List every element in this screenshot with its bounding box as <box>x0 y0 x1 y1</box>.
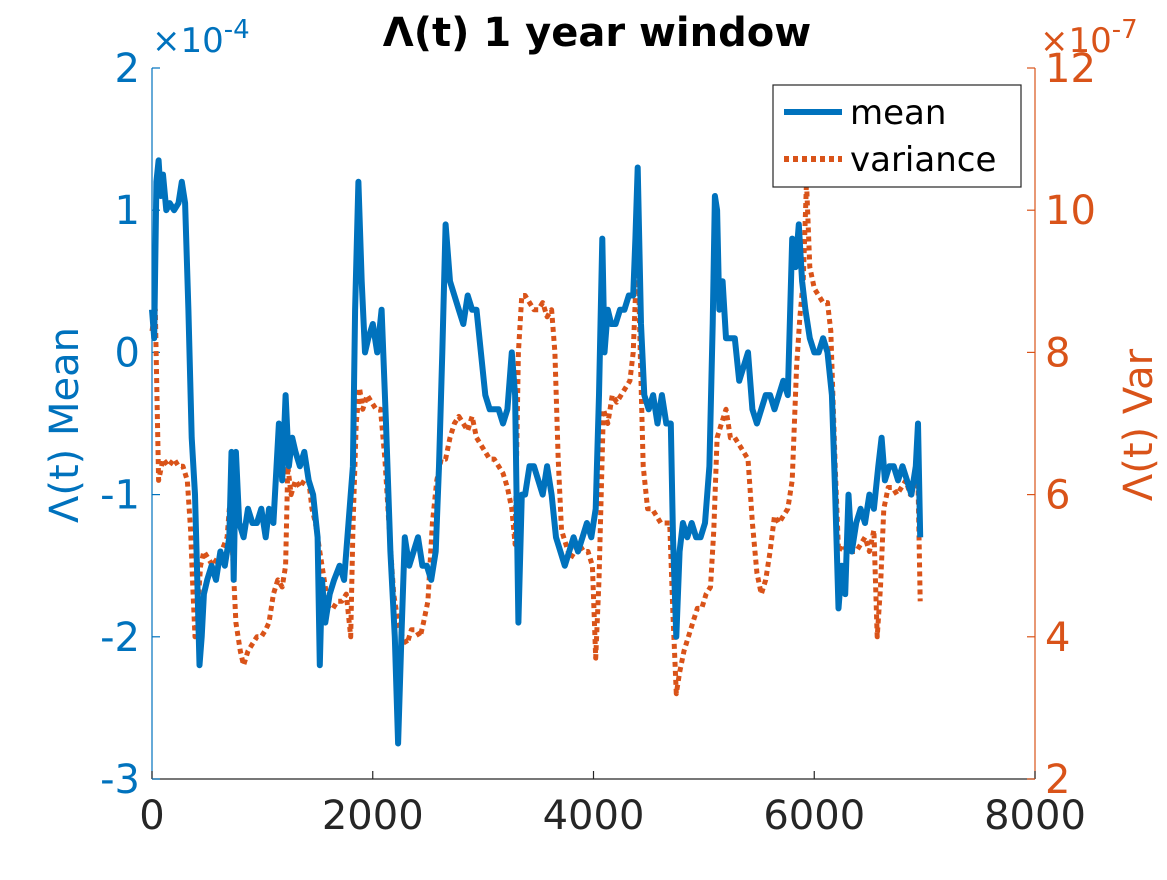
y-left-tick-label: -2 <box>100 615 140 661</box>
right-axis-exponent: ×10-7 <box>1040 15 1138 61</box>
y-right-tick-label: 4 <box>1045 615 1070 661</box>
x-tick-label: 8000 <box>984 793 1086 839</box>
x-tick-label: 4000 <box>543 793 645 839</box>
chart-title: Λ(t) 1 year window <box>383 10 811 56</box>
y-right-ticks: 2 4 6 8 10 12 <box>1027 46 1096 803</box>
left-axis-exponent: ×10-4 <box>152 15 250 61</box>
y-right-tick-label: 6 <box>1045 473 1070 519</box>
series-line-mean <box>149 157 924 747</box>
y-left-tick-label: 2 <box>115 46 140 92</box>
x-ticks: 0 2000 4000 6000 8000 <box>139 771 1086 839</box>
y-left-tick-label: 1 <box>115 188 140 234</box>
legend-label-mean: mean <box>850 93 946 133</box>
y-right-axis-label: Λ(t) Var <box>1116 348 1162 501</box>
legend: mean variance <box>772 84 1022 188</box>
legend-label-variance: variance <box>850 140 996 180</box>
series-line-variance <box>149 179 923 697</box>
y-left-ticks: -3 -2 -1 0 1 2 <box>100 46 160 803</box>
y-right-tick-label: 10 <box>1045 188 1096 234</box>
y-right-tick-label: 8 <box>1045 330 1070 376</box>
y-right-tick-label: 2 <box>1045 757 1070 803</box>
y-left-tick-label: -1 <box>100 473 140 519</box>
y-left-axis-label: Λ(t) Mean <box>42 327 88 523</box>
left-exponent-base: ×10 <box>152 21 224 61</box>
legend-box <box>772 84 1022 188</box>
y-left-tick-label: -3 <box>100 757 140 803</box>
x-tick-label: 6000 <box>763 793 865 839</box>
left-exponent-power: -4 <box>224 15 250 45</box>
y-right-tick-label: 12 <box>1045 46 1096 92</box>
x-tick-label: 2000 <box>322 793 424 839</box>
y-left-tick-label: 0 <box>115 330 140 376</box>
right-exponent-base: ×10 <box>1040 21 1112 61</box>
series-layer <box>149 157 924 747</box>
x-tick-label: 0 <box>139 793 164 839</box>
right-exponent-power: -7 <box>1112 15 1138 45</box>
